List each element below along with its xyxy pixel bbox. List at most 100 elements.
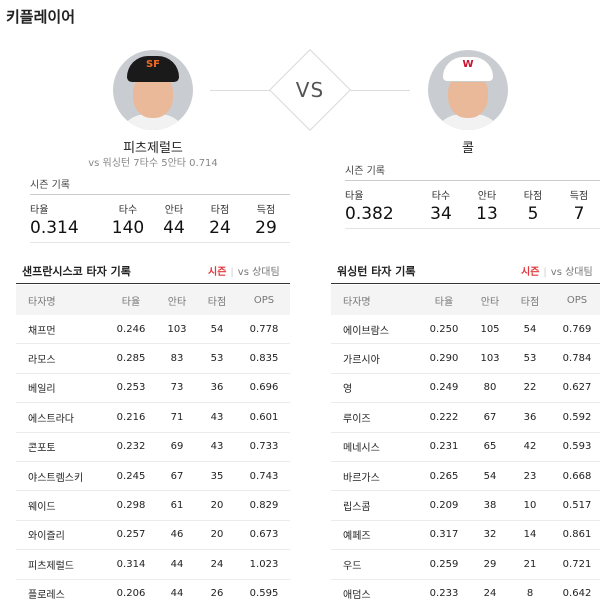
table-row[interactable]: 가르시아 0.290 103 53 0.784 <box>331 344 600 374</box>
row-player-name[interactable]: 채프먼 <box>28 325 56 337</box>
table-row[interactable]: 와이즐리 0.257 46 20 0.673 <box>16 521 290 551</box>
stat-label: 타수 <box>431 191 451 202</box>
player-card-right[interactable]: W <box>427 50 509 130</box>
row-avg: 0.250 <box>429 323 459 335</box>
col-header-hits[interactable]: 안타 <box>480 296 500 308</box>
row-player-name[interactable]: 에이브람스 <box>343 325 389 337</box>
col-header-name[interactable]: 타자명 <box>343 296 371 308</box>
col-header-ops[interactable]: OPS <box>566 294 588 306</box>
col-header-rbi[interactable]: 타점 <box>207 296 227 308</box>
player-name-left[interactable]: 피츠제럴드 <box>123 141 183 156</box>
batting-table-right: 워싱턴 타자 기록 시즌 | vs 상대팀 타자명 타율 안타 타점 OPS 에이브… <box>331 263 600 606</box>
table-row[interactable]: 루이즈 0.222 67 36 0.592 <box>331 403 600 433</box>
row-player-name[interactable]: 애덤스 <box>343 590 371 602</box>
table-row[interactable]: 콘포토 0.232 69 43 0.733 <box>16 433 290 462</box>
row-ops: 0.769 <box>562 323 592 335</box>
table-row[interactable]: 플로레스 0.206 44 26 0.595 <box>16 580 290 606</box>
table-row[interactable]: 피츠제럴드 0.314 44 24 1.023 <box>16 550 290 580</box>
row-rbi: 54 <box>210 323 224 335</box>
row-player-name[interactable]: 바르가스 <box>343 472 380 484</box>
col-header-ops[interactable]: OPS <box>253 294 275 306</box>
stat-label: 득점 <box>256 205 276 216</box>
row-ops: 0.601 <box>249 411 279 423</box>
tab-vs-opponent[interactable]: vs 상대팀 <box>550 267 593 278</box>
stats-row: 타율 0.314 타수 140 안타 44 타점 24 득점 29 <box>30 195 290 243</box>
table-row[interactable]: 우드 0.259 29 21 0.721 <box>331 550 600 580</box>
table-row[interactable]: 영 0.249 80 22 0.627 <box>331 374 600 404</box>
row-player-name[interactable]: 루이즈 <box>343 413 371 425</box>
row-player-name[interactable]: 야스트렘스키 <box>28 472 84 484</box>
row-player-name[interactable]: 베일리 <box>28 384 56 396</box>
tab-season[interactable]: 시즌 <box>521 267 540 278</box>
row-ops: 0.696 <box>249 382 279 394</box>
tab-vs-opponent[interactable]: vs 상대팀 <box>237 267 280 278</box>
table-row[interactable]: 베일리 0.253 73 36 0.696 <box>16 374 290 404</box>
row-player-name[interactable]: 메네시스 <box>343 443 380 455</box>
row-player-name[interactable]: 립스콤 <box>343 502 371 514</box>
row-player-name[interactable]: 웨이드 <box>28 502 56 514</box>
table-row[interactable]: 립스콤 0.209 38 10 0.517 <box>331 491 600 521</box>
row-rbi: 20 <box>210 500 224 512</box>
col-header-avg[interactable]: 타율 <box>434 296 454 308</box>
player-card-left[interactable]: SF <box>112 50 194 130</box>
table-row[interactable]: 라모스 0.285 83 53 0.835 <box>16 344 290 374</box>
table-row[interactable]: 메네시스 0.231 65 42 0.593 <box>331 433 600 462</box>
player-photo-left[interactable]: SF <box>113 50 193 130</box>
col-header-rbi[interactable]: 타점 <box>520 296 540 308</box>
row-player-name[interactable]: 와이즐리 <box>28 531 65 543</box>
table-row[interactable]: 애덤스 0.233 24 8 0.642 <box>331 580 600 606</box>
row-player-name[interactable]: 라모스 <box>28 355 56 367</box>
table-row[interactable]: 웨이드 0.298 61 20 0.829 <box>16 491 290 521</box>
row-rbi: 23 <box>523 470 537 482</box>
row-rbi: 8 <box>526 588 534 600</box>
table-row[interactable]: 야스트렘스키 0.245 67 35 0.743 <box>16 462 290 492</box>
row-rbi: 53 <box>523 353 537 365</box>
row-avg: 0.249 <box>429 382 459 394</box>
row-ops: 0.778 <box>249 323 279 335</box>
row-rbi: 36 <box>523 411 537 423</box>
stat-avg: 타율 0.382 <box>345 187 395 224</box>
tab-separator: | <box>230 267 234 278</box>
row-hits: 61 <box>170 500 184 512</box>
row-ops: 0.784 <box>562 353 592 365</box>
row-player-name[interactable]: 콘포토 <box>28 443 56 455</box>
row-player-name[interactable]: 가르시아 <box>343 355 380 367</box>
table-row[interactable]: 바르가스 0.265 54 23 0.668 <box>331 462 600 492</box>
player-name-right[interactable]: 콜 <box>462 141 474 156</box>
team-logo-icon: SF <box>145 59 161 70</box>
stat-value: 34 <box>430 204 452 224</box>
tab-season[interactable]: 시즌 <box>208 267 227 278</box>
stat-label: 타수 <box>118 205 138 216</box>
row-player-name[interactable]: 예페즈 <box>343 531 371 543</box>
player-photo-right[interactable]: W <box>428 50 508 130</box>
table-top-rule <box>331 283 600 284</box>
row-player-name[interactable]: 영 <box>343 384 353 396</box>
row-rbi: 10 <box>523 500 537 512</box>
stats-row: 타율 0.382 타수 34 안타 13 타점 5 득점 7 <box>345 181 600 229</box>
stat-value: 140 <box>111 218 145 238</box>
stat-label: 안타 <box>164 205 184 216</box>
col-header-hits[interactable]: 안타 <box>167 296 187 308</box>
row-avg: 0.290 <box>429 353 459 365</box>
row-hits: 103 <box>480 353 500 365</box>
row-hits: 32 <box>483 529 497 541</box>
divider-line <box>338 90 410 91</box>
table-row[interactable]: 에이브람스 0.250 105 54 0.769 <box>331 315 600 345</box>
table-row[interactable]: 예페즈 0.317 32 14 0.861 <box>331 521 600 551</box>
col-header-avg[interactable]: 타율 <box>121 296 141 308</box>
row-hits: 71 <box>170 411 184 423</box>
table-row[interactable]: 에스트라다 0.216 71 43 0.601 <box>16 403 290 433</box>
table-header: 타자명 타율 안타 타점 OPS <box>331 285 600 315</box>
table-row[interactable]: 채프먼 0.246 103 54 0.778 <box>16 315 290 345</box>
row-rbi: 22 <box>523 382 537 394</box>
stat-value: 24 <box>209 218 231 238</box>
row-player-name[interactable]: 피츠제럴드 <box>28 560 74 572</box>
row-avg: 0.216 <box>116 411 146 423</box>
row-player-name[interactable]: 플로레스 <box>28 590 65 602</box>
row-player-name[interactable]: 에스트라다 <box>28 413 74 425</box>
row-player-name[interactable]: 우드 <box>343 560 362 572</box>
row-rbi: 43 <box>210 441 224 453</box>
row-rbi: 54 <box>523 323 537 335</box>
col-header-name[interactable]: 타자명 <box>28 296 56 308</box>
table-title: 샌프란시스코 타자 기록 <box>22 265 131 278</box>
